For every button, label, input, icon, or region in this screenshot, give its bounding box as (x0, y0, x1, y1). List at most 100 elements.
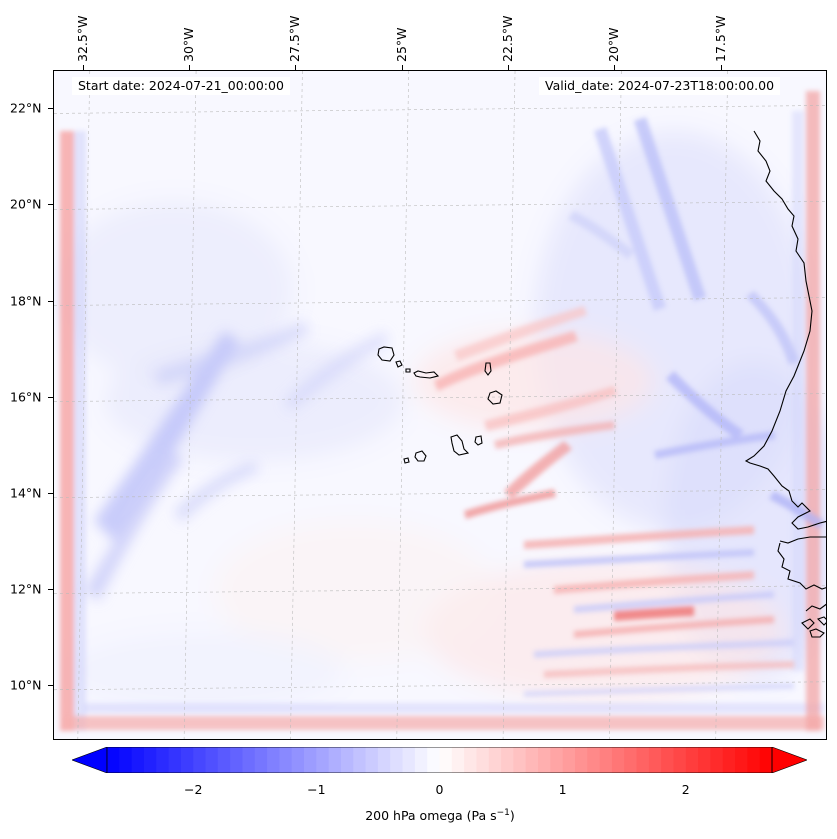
colorbar-band (648, 747, 662, 773)
meridian-line (183, 71, 197, 739)
longitude-label: 32.5°W (74, 15, 90, 62)
longitude-label: 20°W (606, 27, 622, 62)
colorbar-band (156, 747, 170, 773)
colorbar-band (611, 747, 625, 773)
colorbar-band (254, 747, 268, 773)
colorbar-band (304, 747, 317, 773)
latitude-tick (48, 300, 53, 302)
colorbar-band (599, 747, 613, 773)
colorbar-band (759, 747, 773, 773)
colorbar-tick-label: 0 (435, 782, 444, 797)
colorbar-tick-label: 1 (558, 782, 567, 797)
colorbar-band (316, 747, 330, 773)
colorbar-band (735, 747, 748, 773)
colorbar-band (279, 747, 293, 773)
longitude-label: 30°W (181, 27, 197, 62)
colorbar-band (525, 747, 539, 773)
colorbar-band (377, 747, 391, 773)
island-maio (474, 435, 483, 446)
longitude-tick (720, 65, 722, 70)
island-santiago (450, 434, 470, 456)
island-sal (484, 362, 492, 376)
colorbar-band (636, 747, 650, 773)
colorbar-band (476, 747, 490, 773)
meridian-line (396, 71, 410, 739)
colorbar-band (340, 747, 354, 773)
omega-map[interactable] (54, 71, 827, 740)
colorbar-band (587, 747, 601, 773)
colorbar-title-main: 200 hPa omega (Pa s (365, 808, 497, 824)
colorbar-band (538, 747, 551, 773)
colorbar-band (131, 747, 145, 773)
colorbar-band (193, 747, 207, 773)
latitude-label: 14°N (10, 485, 42, 501)
colorbar-band (119, 747, 133, 773)
longitude-label: 27.5°W (287, 15, 303, 62)
longitude-tick (401, 65, 403, 70)
latitude-tick (48, 108, 53, 110)
colorbar-band (107, 747, 120, 773)
latitude-label: 22°N (10, 100, 42, 116)
latitude-tick (48, 684, 53, 686)
colorbar-band (242, 747, 256, 773)
blue-streaks-west (84, 321, 389, 601)
longitude-tick (295, 65, 297, 70)
colorbar-band (624, 747, 638, 773)
colorbar-band (464, 747, 477, 773)
latitude-label: 12°N (10, 581, 42, 597)
colorbar-band (365, 747, 379, 773)
colorbar-band (698, 747, 711, 773)
island-fogo (414, 450, 427, 462)
meridian-line (502, 71, 516, 739)
colorbar-title-close: ) (509, 808, 515, 824)
longitude-tick (508, 65, 510, 70)
stripes-southeast (464, 489, 794, 697)
latitude-tick (48, 588, 53, 590)
longitude-tick (189, 65, 191, 70)
latitude-tick (48, 396, 53, 398)
field-background (54, 71, 826, 739)
colorbar-band (722, 747, 736, 773)
colorbar-band (574, 747, 588, 773)
colorbar-band (661, 747, 674, 773)
colorbar-band (353, 747, 367, 773)
colorbar-band (230, 747, 243, 773)
boundary-zone (60, 91, 824, 731)
island-boa-vista (487, 390, 503, 405)
colorbar-band (439, 747, 453, 773)
colorbar-bands (107, 747, 773, 773)
colorbar-band (205, 747, 219, 773)
colorbar (72, 747, 807, 773)
colorbar-band (328, 747, 342, 773)
colorbar-band (562, 747, 576, 773)
colorbar-band (451, 747, 465, 773)
island-brava (403, 457, 410, 464)
colorbar-extend-min (72, 747, 108, 773)
colorbar-band (168, 747, 182, 773)
colorbar-band (414, 747, 428, 773)
colorbar-band (143, 747, 157, 773)
start-date-label: Start date: 2024-07-21_00:00:00 (72, 77, 290, 95)
latitude-tick (48, 492, 53, 494)
colorbar-band (390, 747, 404, 773)
colorbar-band (685, 747, 699, 773)
colorbar-band (402, 747, 416, 773)
colorbar-band (427, 747, 440, 773)
colorbar-title: 200 hPa omega (Pa s−1) (365, 808, 515, 823)
cape-verde-islands (377, 346, 503, 464)
longitude-label: 17.5°W (712, 15, 728, 62)
colorbar-band (513, 747, 527, 773)
colorbar-extend-max (771, 747, 807, 773)
colorbar-band (710, 747, 724, 773)
map-panel[interactable] (53, 70, 827, 740)
colorbar-tick-label: −2 (183, 782, 203, 797)
island-sao-nicolau (413, 370, 440, 379)
colorbar-tick-label: 2 (681, 782, 690, 797)
african-coastline (744, 130, 826, 638)
island-santo-antao (377, 346, 395, 362)
meridian-line (609, 71, 622, 739)
longitude-tick (614, 65, 616, 70)
colorbar-tick-label: −1 (307, 782, 326, 797)
gridlines (54, 71, 826, 739)
